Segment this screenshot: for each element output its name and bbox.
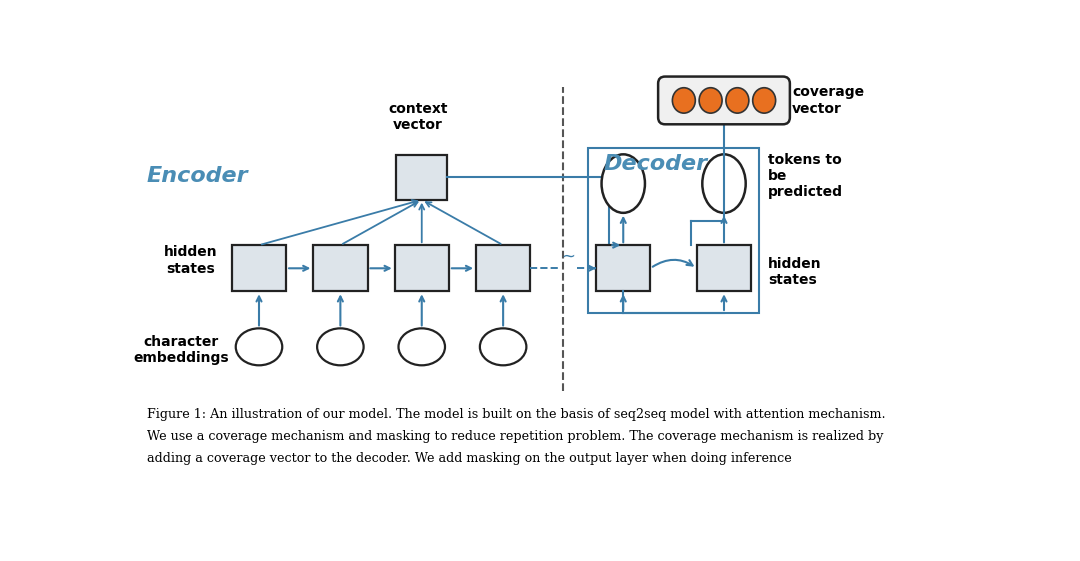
Ellipse shape <box>235 328 282 365</box>
Text: context
vector: context vector <box>388 102 447 132</box>
Ellipse shape <box>702 154 745 213</box>
Ellipse shape <box>318 328 364 365</box>
Text: ~: ~ <box>561 248 575 266</box>
Text: hidden
states: hidden states <box>164 246 217 275</box>
Text: character
embeddings: character embeddings <box>134 335 229 365</box>
Text: Figure 1: An illustration of our model. The model is built on the basis of seq2s: Figure 1: An illustration of our model. … <box>147 408 886 421</box>
Ellipse shape <box>699 88 723 113</box>
Ellipse shape <box>602 154 645 213</box>
Ellipse shape <box>480 328 526 365</box>
Ellipse shape <box>726 88 748 113</box>
Text: Decoder: Decoder <box>604 154 708 174</box>
FancyBboxPatch shape <box>313 245 367 291</box>
FancyBboxPatch shape <box>232 245 286 291</box>
Ellipse shape <box>399 328 445 365</box>
FancyBboxPatch shape <box>394 245 449 291</box>
FancyBboxPatch shape <box>596 245 650 291</box>
Text: tokens to
be
predicted: tokens to be predicted <box>768 153 843 199</box>
Text: adding a coverage vector to the decoder. We add masking on the output layer when: adding a coverage vector to the decoder.… <box>147 452 792 465</box>
FancyBboxPatch shape <box>396 155 447 200</box>
Text: hidden
states: hidden states <box>768 257 822 287</box>
Ellipse shape <box>673 88 696 113</box>
Text: Encoder: Encoder <box>146 166 247 186</box>
FancyBboxPatch shape <box>658 76 789 125</box>
FancyBboxPatch shape <box>697 245 751 291</box>
Ellipse shape <box>753 88 775 113</box>
Text: We use a coverage mechanism and masking to reduce repetition problem. The covera: We use a coverage mechanism and masking … <box>147 430 883 443</box>
Text: coverage
vector: coverage vector <box>793 85 864 116</box>
FancyBboxPatch shape <box>476 245 530 291</box>
